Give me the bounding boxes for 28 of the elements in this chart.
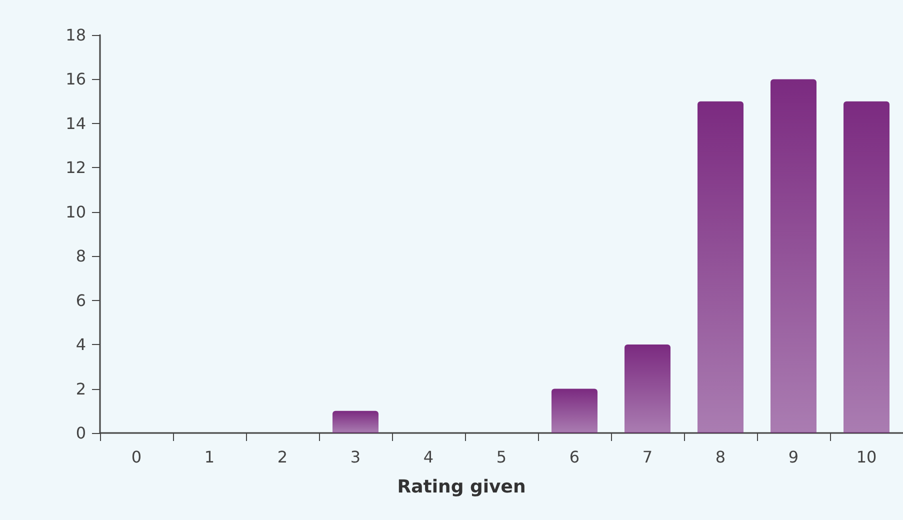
x-tick-label: 0 bbox=[131, 448, 142, 466]
y-tick-label: 18 bbox=[66, 26, 86, 44]
x-tick-label: 7 bbox=[642, 448, 653, 466]
x-tick-label: 5 bbox=[496, 448, 507, 466]
y-tick-label: 10 bbox=[66, 202, 86, 222]
x-tick-label: 2 bbox=[277, 448, 288, 466]
y-tick-label: 6 bbox=[76, 290, 86, 310]
y-tick-label: 2 bbox=[76, 379, 86, 398]
x-tick-label: 4 bbox=[423, 448, 434, 466]
y-tick-label: 16 bbox=[66, 70, 86, 89]
bar bbox=[698, 101, 744, 433]
x-axis-title: Rating given bbox=[397, 476, 526, 498]
x-tick-label: 8 bbox=[715, 448, 726, 466]
x-tick-label: 10 bbox=[856, 448, 877, 466]
x-tick-label: 3 bbox=[350, 448, 361, 466]
x-tick-label: 9 bbox=[788, 448, 799, 466]
bar bbox=[844, 101, 890, 433]
bar bbox=[770, 79, 816, 433]
y-tick-label: 4 bbox=[76, 335, 86, 354]
bar bbox=[332, 410, 378, 433]
bar bbox=[624, 344, 670, 433]
bar bbox=[552, 388, 598, 433]
x-tick-label: 6 bbox=[569, 448, 580, 466]
x-tick-label: 1 bbox=[204, 448, 215, 466]
y-tick-label: 8 bbox=[76, 246, 86, 266]
y-tick-label: 0 bbox=[76, 424, 86, 442]
y-tick-label: 14 bbox=[66, 114, 86, 133]
y-tick-label: 12 bbox=[66, 158, 86, 178]
